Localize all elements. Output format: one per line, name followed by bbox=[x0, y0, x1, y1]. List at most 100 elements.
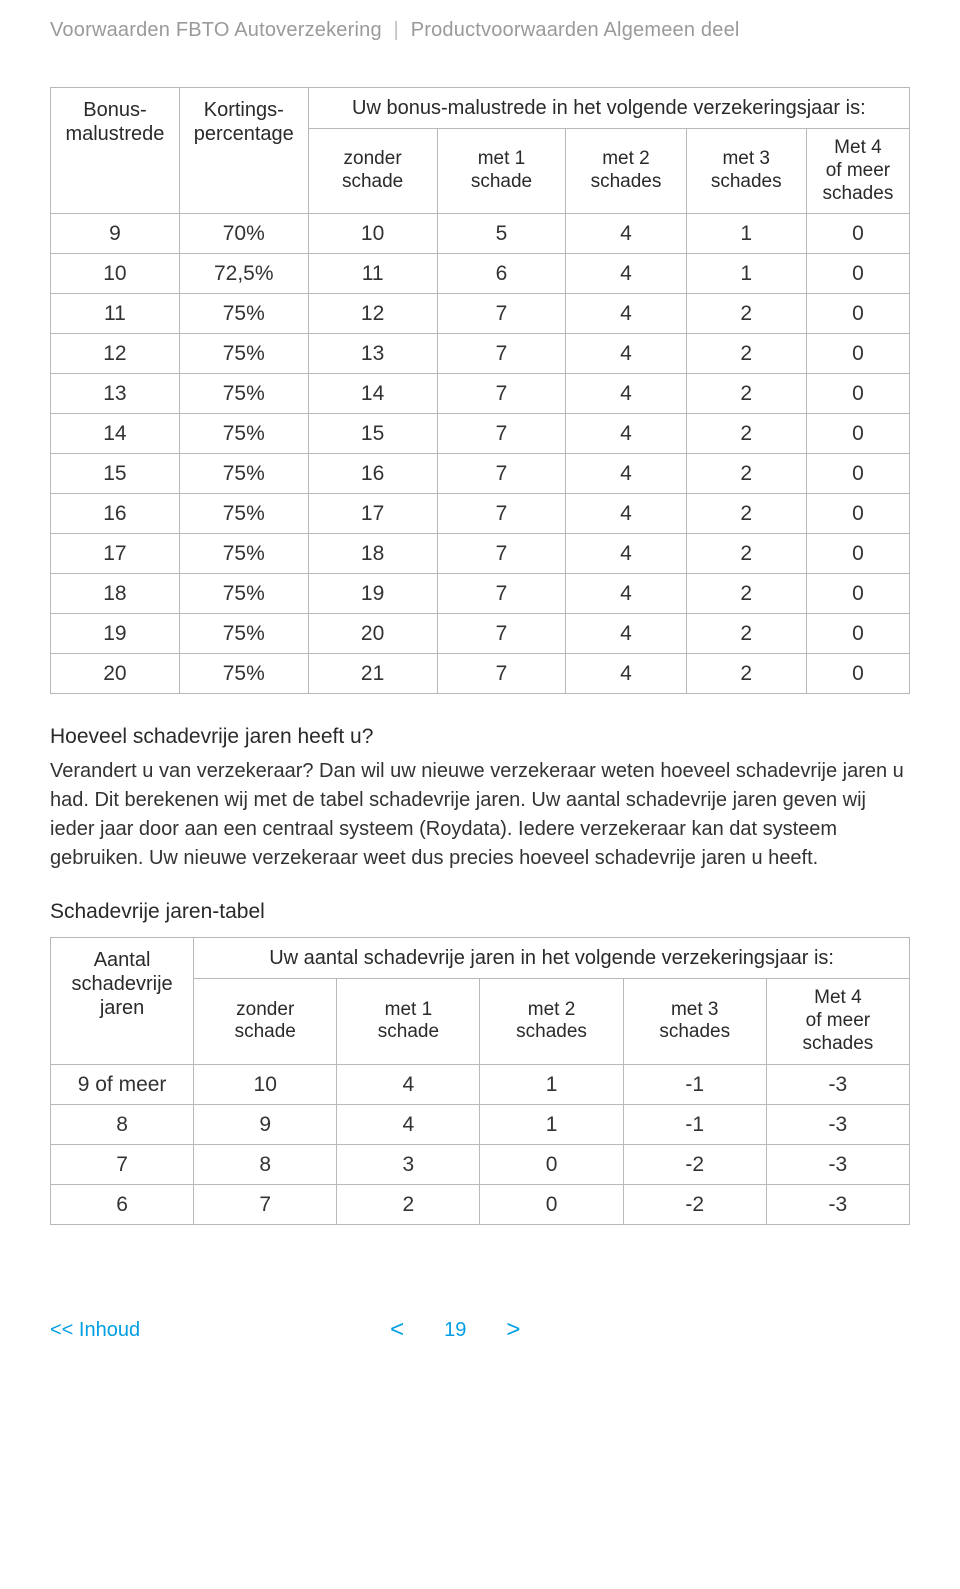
table-row: 1275%137420 bbox=[51, 334, 910, 374]
table-cell: 4 bbox=[566, 374, 686, 414]
table-cell: 7 bbox=[437, 294, 566, 334]
table-cell: 75% bbox=[179, 614, 308, 654]
table-cell: 2 bbox=[686, 334, 806, 374]
section-body: Verandert u van verzekeraar? Dan wil uw … bbox=[50, 757, 910, 873]
page-nav: < 19 > bbox=[390, 1313, 520, 1348]
table-cell: 10 bbox=[51, 254, 180, 294]
table-cell: 2 bbox=[686, 454, 806, 494]
table-cell: 2 bbox=[686, 414, 806, 454]
table-cell: 13 bbox=[51, 374, 180, 414]
table-cell: 75% bbox=[179, 654, 308, 694]
table-cell: 19 bbox=[308, 574, 437, 614]
table-cell: 21 bbox=[308, 654, 437, 694]
table-cell: 4 bbox=[566, 254, 686, 294]
table-cell: 4 bbox=[566, 534, 686, 574]
table-row: 6720-2-3 bbox=[51, 1184, 910, 1224]
sub-heading: Schadevrije jaren-tabel bbox=[50, 897, 910, 927]
table-cell: 0 bbox=[806, 614, 909, 654]
table-cell: 8 bbox=[194, 1144, 337, 1184]
table-cell: 4 bbox=[566, 574, 686, 614]
table-cell: -2 bbox=[623, 1144, 766, 1184]
table-cell: 20 bbox=[308, 614, 437, 654]
table-cell: 18 bbox=[51, 574, 180, 614]
table-cell: 9 bbox=[51, 214, 180, 254]
table-cell: 6 bbox=[437, 254, 566, 294]
table-cell: -1 bbox=[623, 1104, 766, 1144]
table-cell: 14 bbox=[51, 414, 180, 454]
table-cell: 1 bbox=[686, 254, 806, 294]
table-row: 9 of meer1041-1-3 bbox=[51, 1064, 910, 1104]
section-heading: Hoeveel schadevrije jaren heeft u? bbox=[50, 722, 910, 752]
table-cell: 0 bbox=[806, 454, 909, 494]
footer-nav: << Inhoud < 19 > bbox=[0, 1253, 960, 1368]
table-cell: -3 bbox=[766, 1144, 909, 1184]
table-row: 1875%197420 bbox=[51, 574, 910, 614]
prev-page-icon[interactable]: < bbox=[390, 1313, 404, 1348]
table-cell: 15 bbox=[308, 414, 437, 454]
table-cell: 9 of meer bbox=[51, 1064, 194, 1104]
t1-sub-zonder: zonderschade bbox=[308, 129, 437, 214]
table-cell: 75% bbox=[179, 574, 308, 614]
t2-sub-met1: met 1schade bbox=[337, 979, 480, 1064]
inhoud-link[interactable]: << Inhoud bbox=[50, 1316, 140, 1345]
table-cell: 0 bbox=[806, 214, 909, 254]
table-cell: 0 bbox=[806, 254, 909, 294]
table-cell: 4 bbox=[566, 614, 686, 654]
page-header: Voorwaarden FBTO Autoverzekering | Produ… bbox=[0, 0, 960, 57]
table-cell: 4 bbox=[566, 654, 686, 694]
t1-sub-met3: met 3schades bbox=[686, 129, 806, 214]
table-cell: 70% bbox=[179, 214, 308, 254]
table-cell: 0 bbox=[806, 574, 909, 614]
table-cell: -3 bbox=[766, 1184, 909, 1224]
bonus-malus-table: Bonus-malustrede Kortings-percentage Uw … bbox=[50, 87, 910, 694]
table-cell: 7 bbox=[437, 614, 566, 654]
t2-sub-zonder: zonderschade bbox=[194, 979, 337, 1064]
table-cell: 14 bbox=[308, 374, 437, 414]
t1-col-bonusmalustrede: Bonus-malustrede bbox=[51, 88, 180, 214]
table-cell: 1 bbox=[480, 1064, 623, 1104]
table-cell: 17 bbox=[308, 494, 437, 534]
table-cell: 75% bbox=[179, 534, 308, 574]
t1-sub-met4: Met 4of meerschades bbox=[806, 129, 909, 214]
table-cell: 7 bbox=[51, 1144, 194, 1184]
table-cell: -2 bbox=[623, 1184, 766, 1224]
table-cell: 12 bbox=[308, 294, 437, 334]
header-separator: | bbox=[394, 19, 399, 41]
t1-col-span: Uw bonus-malustrede in het volgende verz… bbox=[308, 88, 909, 129]
t2-sub-met2: met 2schades bbox=[480, 979, 623, 1064]
next-page-icon[interactable]: > bbox=[506, 1313, 520, 1348]
table-cell: 0 bbox=[806, 374, 909, 414]
table-cell: 75% bbox=[179, 334, 308, 374]
table-cell: 1 bbox=[686, 214, 806, 254]
t1-sub-met1: met 1schade bbox=[437, 129, 566, 214]
table-cell: 16 bbox=[308, 454, 437, 494]
table-cell: 4 bbox=[566, 294, 686, 334]
table-cell: 17 bbox=[51, 534, 180, 574]
table-cell: -3 bbox=[766, 1104, 909, 1144]
t1-sub-met2: met 2schades bbox=[566, 129, 686, 214]
table-cell: 2 bbox=[686, 494, 806, 534]
table-cell: 5 bbox=[437, 214, 566, 254]
table-cell: 75% bbox=[179, 494, 308, 534]
table-cell: 4 bbox=[337, 1064, 480, 1104]
table-cell: -3 bbox=[766, 1064, 909, 1104]
table-cell: 6 bbox=[51, 1184, 194, 1224]
table-cell: 11 bbox=[308, 254, 437, 294]
table-cell: 75% bbox=[179, 294, 308, 334]
table-cell: 4 bbox=[337, 1104, 480, 1144]
table-cell: 4 bbox=[566, 414, 686, 454]
t1-col-kortingspercentage: Kortings-percentage bbox=[179, 88, 308, 214]
t2-sub-met4: Met 4of meerschades bbox=[766, 979, 909, 1064]
table-cell: 7 bbox=[437, 654, 566, 694]
table-cell: 18 bbox=[308, 534, 437, 574]
table-cell: 0 bbox=[806, 534, 909, 574]
table-cell: 10 bbox=[308, 214, 437, 254]
table-cell: 0 bbox=[480, 1144, 623, 1184]
page-number: 19 bbox=[444, 1316, 466, 1345]
table-cell: 75% bbox=[179, 374, 308, 414]
table-cell: 4 bbox=[566, 214, 686, 254]
table-cell: 4 bbox=[566, 334, 686, 374]
table-cell: 0 bbox=[806, 414, 909, 454]
table-cell: 0 bbox=[806, 294, 909, 334]
table-cell: 0 bbox=[806, 654, 909, 694]
